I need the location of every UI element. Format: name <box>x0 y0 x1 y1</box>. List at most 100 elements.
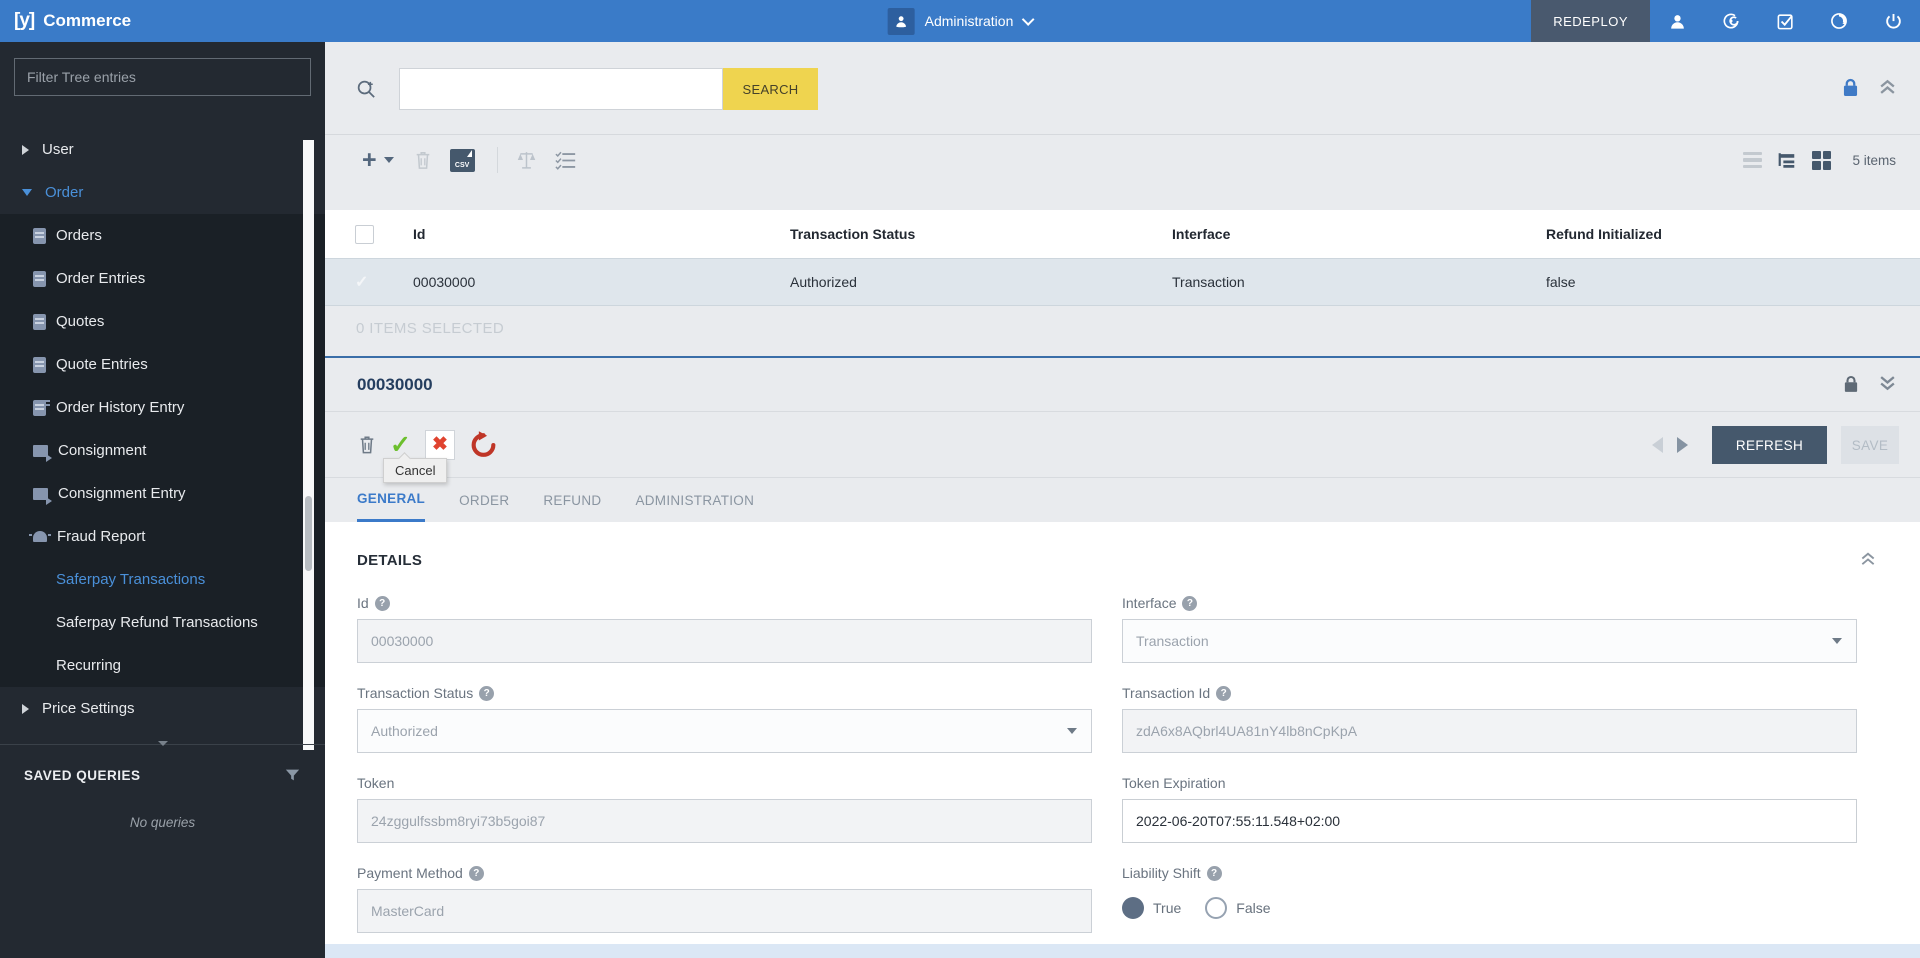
sync-icon[interactable] <box>1704 0 1758 42</box>
cell-transaction-status: Authorized <box>790 274 857 290</box>
payment-method-input[interactable] <box>357 889 1092 933</box>
previous-item-icon[interactable] <box>1652 437 1663 453</box>
tree-item-saferpay-transactions[interactable]: Saferpay Transactions <box>0 558 325 601</box>
tree-item-consignment-entry[interactable]: Consignment Entry <box>0 472 325 515</box>
globe-sync-icon[interactable] <box>1812 0 1866 42</box>
consignment-icon <box>33 444 52 462</box>
grid-view-button[interactable] <box>1812 150 1832 170</box>
brand-name: Commerce <box>43 11 132 30</box>
token-expiration-input[interactable] <box>1122 799 1857 843</box>
column-header-transaction-status[interactable]: Transaction Status <box>790 226 916 242</box>
next-item-icon[interactable] <box>1677 437 1688 453</box>
cell-id: 00030000 <box>413 274 476 290</box>
row-selected-check-icon[interactable]: ✓ <box>355 274 369 291</box>
tree-item-saferpay-refund-transactions[interactable]: Saferpay Refund Transactions <box>0 601 325 644</box>
section-divider[interactable] <box>0 741 325 746</box>
id-input[interactable] <box>357 619 1092 663</box>
perspective-label: Administration <box>924 13 1014 29</box>
export-csv-button[interactable]: CSV <box>449 148 475 172</box>
column-header-interface[interactable]: Interface <box>1172 226 1231 242</box>
perspective-selector[interactable]: Administration <box>887 0 1035 42</box>
tab-administration[interactable]: ADMINISTRATION <box>635 492 755 508</box>
user-icon[interactable] <box>1650 0 1704 42</box>
delete-button[interactable] <box>414 150 432 170</box>
transaction-id-input[interactable] <box>1122 709 1857 753</box>
expand-arrow-icon <box>22 703 29 714</box>
table-row[interactable]: ✓ 00030000 Authorized Transaction false <box>325 258 1920 306</box>
tab-refund[interactable]: REFUND <box>543 492 602 508</box>
tab-general[interactable]: GENERAL <box>357 478 426 522</box>
help-icon[interactable]: ? <box>468 865 484 881</box>
compare-items-button[interactable] <box>516 150 537 170</box>
help-icon[interactable]: ? <box>1206 865 1222 881</box>
confirm-button[interactable]: ✓ <box>390 430 411 459</box>
tree-item-fraud-report[interactable]: Fraud Report <box>0 515 325 558</box>
transaction-status-value[interactable] <box>357 709 1092 753</box>
hybris-logo-icon: [y] <box>14 10 35 31</box>
cancel-tooltip: Cancel <box>383 458 448 483</box>
tree-item-price-settings[interactable]: Price Settings <box>0 687 325 730</box>
redeploy-button[interactable]: REDEPLOY <box>1531 0 1650 42</box>
tree-view-button[interactable] <box>1777 151 1797 170</box>
help-icon[interactable]: ? <box>1216 685 1232 701</box>
transaction-status-select[interactable] <box>357 709 1092 753</box>
main-panel: SEARCH + CSV 5 items <box>325 42 1920 958</box>
tree-item-user[interactable]: User <box>0 128 325 171</box>
editor-title: 00030000 <box>357 374 433 394</box>
tree-item-recurring[interactable]: Recurring <box>0 644 325 687</box>
cancel-button[interactable]: ✖ <box>424 429 455 460</box>
filter-funnel-icon[interactable] <box>284 767 301 783</box>
tab-order[interactable]: ORDER <box>459 492 510 508</box>
tasks-icon[interactable] <box>1758 0 1812 42</box>
bulk-edit-button[interactable] <box>555 151 577 170</box>
refresh-button[interactable]: REFRESH <box>1712 426 1827 464</box>
save-button[interactable]: SAVE <box>1841 426 1899 464</box>
interface-select[interactable] <box>1122 619 1857 663</box>
help-icon[interactable]: ? <box>1182 595 1198 611</box>
collapse-section-icon[interactable] <box>1860 550 1876 567</box>
add-item-button[interactable]: + <box>362 146 377 174</box>
cell-interface: Transaction <box>1172 274 1245 290</box>
collapse-editor-icon[interactable] <box>1879 374 1896 393</box>
field-transaction-status: Transaction Status? <box>357 685 1092 753</box>
column-header-id[interactable]: Id <box>413 226 426 242</box>
search-button[interactable]: SEARCH <box>723 68 818 110</box>
filter-tree-input[interactable] <box>14 58 311 96</box>
tree-item-order-entries[interactable]: Order Entries <box>0 257 325 300</box>
tree-item-consignment[interactable]: Consignment <box>0 429 325 472</box>
advanced-search-icon[interactable] <box>355 78 378 101</box>
help-icon[interactable]: ? <box>479 685 495 701</box>
tree-item-quotes[interactable]: Quotes <box>0 300 325 343</box>
delete-button[interactable] <box>358 434 376 455</box>
search-input[interactable] <box>399 68 723 110</box>
tree-item-orders[interactable]: Orders <box>0 214 325 257</box>
tree-item-order-history-entry[interactable]: Order History Entry <box>0 386 325 429</box>
collapse-panel-icon[interactable] <box>1879 77 1896 96</box>
add-item-dropdown-icon[interactable] <box>383 157 394 163</box>
sidebar-scrollbar[interactable] <box>303 140 314 750</box>
list-view-button[interactable] <box>1743 151 1763 169</box>
lock-icon[interactable] <box>1844 375 1858 393</box>
administration-icon <box>887 7 915 35</box>
logout-power-icon[interactable] <box>1866 0 1920 42</box>
help-icon[interactable]: ? <box>374 595 390 611</box>
document-icon <box>33 227 46 244</box>
fraud-report-icon <box>29 531 47 542</box>
cancel-x-icon: ✖ <box>431 434 448 455</box>
top-bar: [y] Commerce Administration REDEPLOY <box>0 0 1920 42</box>
saved-queries-empty: No queries <box>129 815 196 830</box>
lock-icon[interactable] <box>1843 78 1858 97</box>
liability-true-radio[interactable]: True <box>1122 897 1181 919</box>
tree-item-quote-entries[interactable]: Quote Entries <box>0 343 325 386</box>
select-all-checkbox[interactable] <box>355 224 374 244</box>
tree-item-order[interactable]: Order <box>0 171 325 214</box>
liability-false-radio[interactable]: False <box>1205 897 1271 919</box>
field-token-expiration: Token Expiration <box>1122 775 1857 843</box>
token-input[interactable] <box>357 799 1092 843</box>
revert-button[interactable] <box>469 430 498 459</box>
interface-value[interactable] <box>1122 619 1857 663</box>
chevron-down-icon <box>1021 12 1035 26</box>
scrollbar-thumb[interactable] <box>305 496 312 571</box>
column-header-refund-initialized[interactable]: Refund Initialized <box>1546 226 1662 242</box>
consignment-icon <box>33 487 52 505</box>
